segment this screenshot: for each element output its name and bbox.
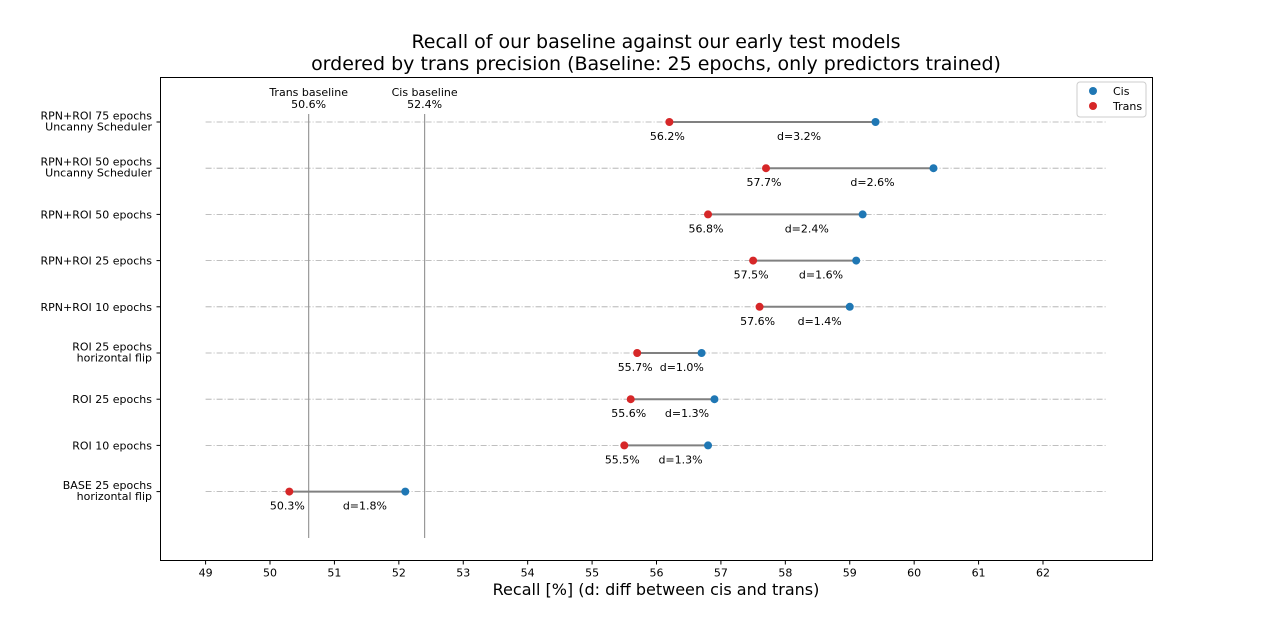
y-tick-label: ROI 10 epochs [72,439,152,452]
x-tick-label: 61 [972,567,986,580]
trans-value-label: 50.3% [270,500,305,513]
cis-point [697,349,706,357]
y-tick-label: Uncanny Scheduler [45,121,152,134]
y-tick-label: RPN+ROI 25 epochs [41,255,153,268]
x-tick-label: 56 [650,567,664,580]
y-tick-label: RPN+ROI 50 epochs [41,208,153,221]
y-tick-label: RPN+ROI 10 epochs [41,301,153,314]
y-tick-label: ROI 25 epochs [72,341,152,354]
legend-label-cis: Cis [1113,85,1130,98]
y-tick-label: BASE 25 epochs [63,479,152,492]
diff-label: d=1.0% [660,361,704,374]
x-tick-label: 55 [585,567,599,580]
legend-marker-cis [1089,87,1097,95]
trans-value-label: 55.7% [618,361,653,374]
x-tick-label: 58 [778,567,792,580]
x-axis-label: Recall [%] (d: diff between cis and tran… [493,580,820,599]
grid-lines [205,121,1108,493]
y-tick-label: horizontal flip [77,490,152,503]
x-tick-label: 54 [521,567,535,580]
trans-value-label: 55.5% [605,453,640,466]
trans-point [755,302,764,311]
plot-area-frame [160,77,1153,561]
y-tick-label: horizontal flip [77,352,152,365]
x-tick-label: 53 [456,567,470,580]
cis-point [401,487,410,496]
x-tick-label: 49 [199,567,213,580]
connector-lines [289,121,934,493]
trans-value-label: 57.7% [747,176,782,189]
data-labels: 56.2% d=3.2% 57.7% d=2.6% 56.8% d=2.4% 57.5% d=… [270,130,895,513]
trans-point [626,395,635,404]
legend-marker-trans [1089,102,1097,110]
y-tick-label: RPN+ROI 50 epochs [41,156,153,169]
x-tick-label: 51 [327,567,341,580]
trans-value-label: 57.6% [740,315,775,328]
y-tick-label: ROI 25 epochs [72,393,152,406]
cis-point [852,256,861,265]
legend: Cis Trans [1076,81,1147,118]
diff-label: d=1.6% [799,269,843,282]
diff-label: d=1.4% [798,315,842,328]
x-tick-label: 62 [1036,567,1050,580]
cis-point [710,395,719,404]
trans-value-label: 56.2% [650,130,685,143]
diff-label: d=1.3% [665,407,709,420]
x-tick-label: 57 [714,567,728,580]
trans-value-label: 55.6% [611,407,646,420]
cis-point [871,118,880,126]
trans-value-label: 57.5% [734,269,769,282]
cis-point [929,164,938,173]
cis-point [704,441,713,450]
diff-label: d=2.6% [850,176,894,189]
diff-label: d=3.2% [777,130,821,143]
x-tick-label: 52 [392,567,406,580]
y-tick-label: RPN+ROI 75 epochs [41,110,153,123]
reference-line-value: 52.4% [407,98,442,111]
cis-point [845,302,854,311]
legend-label-trans: Trans [1112,100,1142,113]
data-points [285,118,938,496]
diff-label: d=1.8% [343,500,387,513]
y-tick-label: Uncanny Scheduler [45,167,152,180]
trans-point [704,210,713,219]
reference-line-value: 50.6% [291,98,326,111]
x-tick-label: 60 [907,567,921,580]
trans-point [633,349,642,357]
cis-point [858,210,867,219]
x-axis-ticks: 49 50 51 52 53 54 55 56 57 58 59 60 61 62 [199,560,1050,580]
trans-value-label: 56.8% [689,222,724,235]
reference-line-name: Cis baseline [392,86,458,99]
x-tick-label: 50 [263,567,277,580]
trans-point [665,118,674,126]
trans-point [762,164,771,173]
reference-line-name: Trans baseline [268,86,348,99]
chart-title-line2: ordered by trans precision (Baseline: 25… [311,53,1001,75]
trans-point [749,256,758,265]
trans-point [285,487,294,496]
trans-point [620,441,629,450]
diff-label: d=2.4% [785,222,829,235]
x-tick-label: 59 [843,567,857,580]
diff-label: d=1.3% [658,453,702,466]
chart-title-line1: Recall of our baseline against our early… [411,31,900,53]
